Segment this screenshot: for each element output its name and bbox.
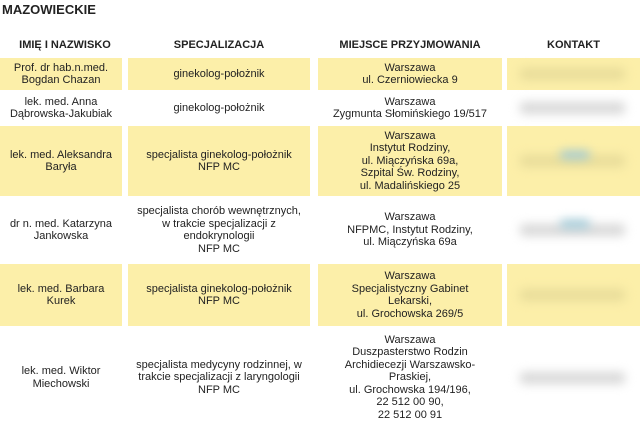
- cell-line: Zygmunta Słomińskiego 19/517: [332, 108, 488, 120]
- table-cell: specjalista medycyny rodzinnej, w trakcie…: [128, 328, 310, 427]
- cell-line: Warszawa: [384, 333, 436, 346]
- cell-line: Bogdan Chazan: [21, 74, 101, 86]
- cell-line: specjalista ginekolog-położnik: [146, 282, 292, 295]
- cell-line: Warszawa: [384, 211, 436, 224]
- column-header: KONTAKT: [547, 39, 600, 51]
- cell-line: ul. Grochowska 269/5: [356, 307, 464, 320]
- cell-line: Prof. dr hab.n.med.: [13, 61, 109, 74]
- table-cell: Warszawa NFPMC, Instytut Rodziny, ul. Miąc…: [318, 198, 502, 262]
- column-header: SPECJALIZACJA: [173, 39, 265, 51]
- cell-line: specjalista medycyny rodzinnej, w: [136, 358, 302, 371]
- blurred-contact: [520, 371, 625, 384]
- cell-line: ul. Miączyńska 69a,: [361, 154, 459, 167]
- cell-line: Lekarski,: [387, 295, 433, 307]
- table-cell: specjalista chorób wewnętrznych, w trakci…: [128, 198, 310, 262]
- table-cell: Warszawa ul. Czerniowiecka 9: [318, 58, 502, 90]
- table-cell: ginekolog-położnik: [128, 92, 310, 124]
- cell-line: w trakcie specjalizacji z: [162, 217, 276, 230]
- region-title: MAZOWIECKIE: [2, 2, 96, 17]
- cell-line: ul. Miączyńska 69a: [363, 236, 457, 249]
- cell-line: dr n. med. Katarzyna: [9, 217, 113, 230]
- cell-line: NFP MC: [198, 161, 240, 173]
- cell-line: specjalista ginekolog-położnik: [146, 148, 292, 161]
- table-cell: lek. med. Anna Dąbrowska-Jakubiak: [0, 92, 122, 124]
- cell-line: specjalista chorób wewnętrznych,: [137, 205, 301, 217]
- blurred-icon: [560, 151, 590, 159]
- cell-line: ginekolog-położnik: [173, 67, 265, 80]
- cell-line: Praskiej,: [388, 371, 432, 384]
- cell-line: Duszpasterstwo Rodzin: [352, 346, 468, 359]
- table-cell: Warszawa Duszpasterstwo Rodzin Archidiecez…: [318, 328, 502, 427]
- cell-line: Warszawa: [384, 129, 436, 142]
- cell-line: Warszawa: [384, 61, 436, 74]
- table-cell: lek. med. Wiktor Miechowski: [0, 328, 122, 427]
- cell-line: Jankowska: [33, 230, 89, 242]
- cell-line: lek. med. Barbara: [17, 282, 105, 295]
- cell-line: NFP MC: [198, 242, 240, 255]
- table-cell: Warszawa Specjalistyczny Gabinet Lekarski,…: [318, 264, 502, 326]
- blurred-contact: [520, 68, 625, 80]
- cell-line: lek. med. Wiktor: [21, 365, 101, 377]
- table-cell: dr n. med. Katarzyna Jankowska: [0, 198, 122, 262]
- table-cell: Warszawa Instytut Rodziny, ul. Miączyńska …: [318, 126, 502, 196]
- table-cell: specjalista ginekolog-położnik NFP MC: [128, 126, 310, 196]
- blurred-icon: [560, 220, 590, 228]
- cell-line: lek. med. Aleksandra: [9, 148, 113, 161]
- table-cell: lek. med. Aleksandra Baryła: [0, 126, 122, 196]
- cell-line: Dąbrowska-Jakubiak: [9, 108, 113, 120]
- cell-line: ul. Madalińskiego 25: [359, 179, 461, 192]
- cell-line: lek. med. Anna: [24, 95, 98, 108]
- table-cell: ginekolog-położnik: [128, 58, 310, 90]
- cell-line: trakcie specjalizacji z laryngologii: [138, 371, 300, 384]
- cell-line: endokrynologii: [183, 230, 255, 242]
- cell-line: Warszawa: [384, 270, 436, 282]
- cell-line: Instytut Rodziny,: [369, 142, 451, 155]
- cell-line: Warszawa: [384, 95, 436, 108]
- blurred-contact: [520, 102, 625, 114]
- cell-line: 22 512 00 90,: [376, 396, 444, 409]
- cell-line: NFPMC, Instytut Rodziny,: [347, 223, 473, 236]
- cell-line: 22 512 00 91: [377, 408, 443, 421]
- blurred-contact: [520, 289, 625, 301]
- table-cell: Warszawa Zygmunta Słomińskiego 19/517: [318, 92, 502, 124]
- blurred-contact: [520, 155, 625, 167]
- cell-line: Specjalistyczny Gabinet: [351, 282, 469, 295]
- table-cell: Prof. dr hab.n.med. Bogdan Chazan: [0, 58, 122, 90]
- cell-line: NFP MC: [198, 295, 240, 307]
- cell-line: ginekolog-położnik: [173, 101, 265, 114]
- cell-line: Baryła: [45, 161, 77, 173]
- column-header: IMIĘ I NAZWISKO: [19, 39, 111, 51]
- table-cell: lek. med. Barbara Kurek: [0, 264, 122, 326]
- column-header: MIEJSCE PRZYJMOWANIA: [339, 39, 481, 51]
- cell-line: ul. Czerniowiecka 9: [362, 74, 458, 86]
- cell-line: Szpital Św. Rodziny,: [360, 167, 460, 180]
- cell-line: Miechowski: [32, 377, 90, 390]
- cell-line: NFP MC: [198, 383, 240, 396]
- cell-line: Archidiecezji Warszawsko-: [344, 358, 476, 371]
- blurred-contact: [520, 224, 625, 236]
- cell-line: ul. Grochowska 194/196,: [349, 383, 471, 396]
- cell-line: Kurek: [46, 295, 76, 307]
- table-cell: specjalista ginekolog-położnik NFP MC: [128, 264, 310, 326]
